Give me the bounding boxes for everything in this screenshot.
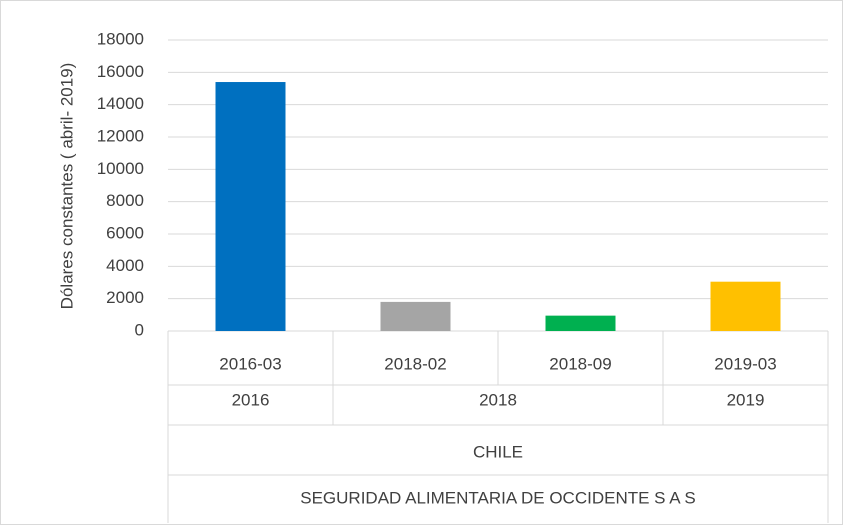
y-axis-label: Dólares constantes ( abril- 2019) (57, 63, 76, 310)
y-tick-label: 12000 (97, 126, 144, 145)
y-tick-label: 16000 (97, 62, 144, 81)
group-label: 2019 (727, 390, 765, 409)
bar (545, 315, 616, 331)
y-tick-label: 6000 (106, 223, 144, 242)
bar (215, 82, 286, 332)
y-tick-label: 10000 (97, 159, 144, 178)
group-label: CHILE (473, 442, 523, 461)
x-tick-label: 2018-02 (384, 354, 446, 373)
x-tick-label: 2018-09 (549, 354, 611, 373)
y-tick-label: 2000 (106, 288, 144, 307)
bar (380, 301, 451, 331)
x-tick-label: 2016-03 (219, 354, 281, 373)
y-tick-label: 0 (135, 320, 144, 339)
group-label: SEGURIDAD ALIMENTARIA DE OCCIDENTE S A S (300, 488, 696, 507)
group-label: 2018 (479, 390, 517, 409)
y-tick-label: 18000 (97, 29, 144, 48)
y-tick-label: 14000 (97, 94, 144, 113)
x-tick-label: 2019-03 (714, 354, 776, 373)
y-tick-label: 4000 (106, 256, 144, 275)
y-tick-label: 8000 (106, 191, 144, 210)
bar (710, 281, 781, 331)
group-label: 2016 (232, 390, 270, 409)
